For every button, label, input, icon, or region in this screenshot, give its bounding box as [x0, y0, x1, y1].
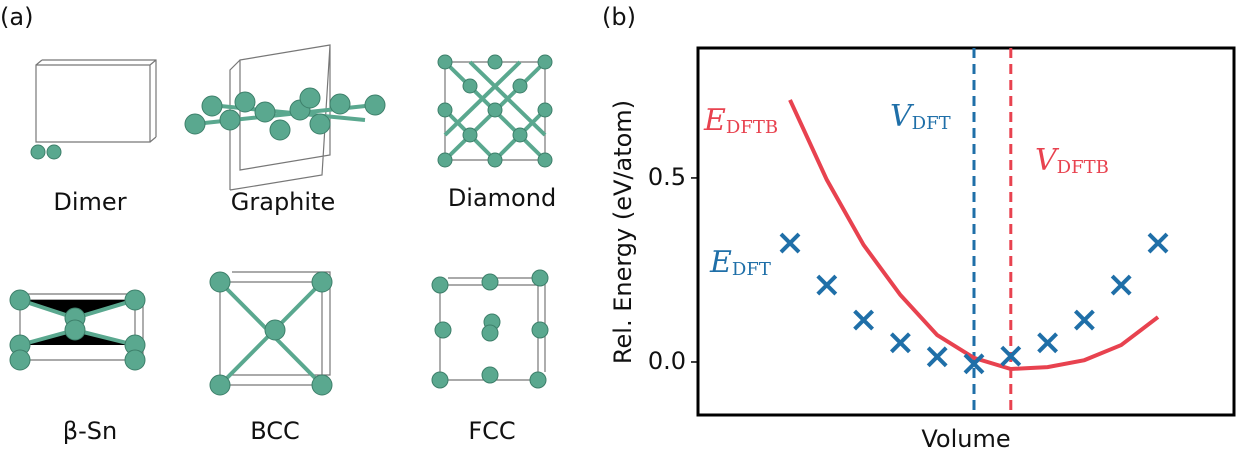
- data-marker: [1110, 274, 1132, 296]
- subscript: DFT: [732, 259, 771, 280]
- series-label: EDFTB: [703, 103, 778, 138]
- structure-dimer: [30, 59, 157, 160]
- data-marker: [963, 353, 985, 375]
- data-line: [788, 99, 1160, 372]
- data-marker: [816, 274, 838, 296]
- structure-fcc: [431, 269, 549, 389]
- structure-label: FCC: [468, 417, 515, 445]
- structure-diamond: [437, 54, 553, 168]
- panel-label: (b): [602, 3, 636, 31]
- reference-label: VDFTB: [1035, 143, 1109, 178]
- data-marker: [889, 332, 911, 354]
- structure-label: β-Sn: [63, 417, 117, 445]
- x-axis-label: Volume: [921, 425, 1010, 453]
- data-marker: [1000, 345, 1022, 367]
- y-tick-label: 0.5: [648, 163, 686, 191]
- symbol: V: [890, 99, 915, 134]
- data-marker: [926, 346, 948, 368]
- subscript: DFTB: [726, 117, 778, 138]
- structure-bcc: [209, 271, 333, 396]
- structure-label: BCC: [250, 417, 300, 445]
- y-axis-label: Rel. Energy (eV/atom): [609, 100, 637, 364]
- data-marker: [1037, 332, 1059, 354]
- structure-label: Diamond: [448, 184, 556, 212]
- series-label: EDFT: [709, 245, 771, 280]
- structure-label: Graphite: [231, 188, 335, 216]
- symbol: V: [1035, 143, 1060, 178]
- structure-label: Dimer: [53, 188, 126, 216]
- subscript: DFTB: [1057, 157, 1109, 178]
- reference-label: VDFT: [890, 99, 951, 134]
- data-marker: [853, 309, 875, 331]
- plot-frame: [696, 46, 1236, 417]
- y-tick-label: 0.0: [648, 347, 686, 375]
- data-marker: [779, 232, 801, 254]
- panel-label: (a): [0, 3, 33, 31]
- data-marker: [1147, 232, 1169, 254]
- structure-beta-sn: [9, 289, 146, 371]
- symbol: E: [709, 245, 732, 280]
- data-marker: [1073, 309, 1095, 331]
- symbol: E: [703, 103, 726, 138]
- structure-graphite: [184, 44, 386, 191]
- subscript: DFT: [912, 113, 951, 134]
